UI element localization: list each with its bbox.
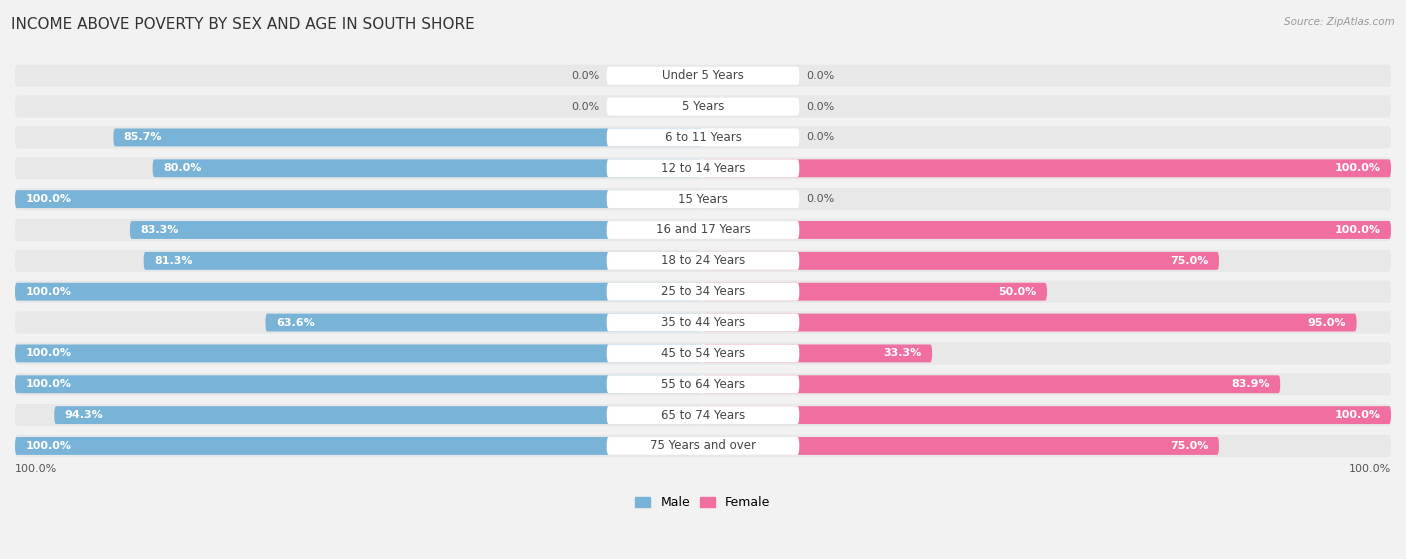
FancyBboxPatch shape [606,67,800,84]
Text: 83.3%: 83.3% [141,225,179,235]
Text: 100.0%: 100.0% [15,464,58,474]
FancyBboxPatch shape [606,437,800,455]
Text: 80.0%: 80.0% [163,163,201,173]
Text: Under 5 Years: Under 5 Years [662,69,744,82]
Text: 16 and 17 Years: 16 and 17 Years [655,224,751,236]
FancyBboxPatch shape [703,314,1357,331]
Text: 0.0%: 0.0% [572,102,600,112]
FancyBboxPatch shape [15,219,1391,241]
Text: 75.0%: 75.0% [1170,256,1209,266]
FancyBboxPatch shape [15,157,1391,179]
Text: 65 to 74 Years: 65 to 74 Years [661,409,745,421]
Text: 100.0%: 100.0% [1348,464,1391,474]
FancyBboxPatch shape [15,126,1391,149]
Text: 45 to 54 Years: 45 to 54 Years [661,347,745,360]
FancyBboxPatch shape [114,129,703,146]
Text: 18 to 24 Years: 18 to 24 Years [661,254,745,267]
Text: 100.0%: 100.0% [1334,225,1381,235]
FancyBboxPatch shape [15,250,1391,272]
Text: 83.9%: 83.9% [1232,379,1270,389]
Text: 12 to 14 Years: 12 to 14 Years [661,162,745,175]
Text: INCOME ABOVE POVERTY BY SEX AND AGE IN SOUTH SHORE: INCOME ABOVE POVERTY BY SEX AND AGE IN S… [11,17,475,32]
Text: 5 Years: 5 Years [682,100,724,113]
FancyBboxPatch shape [15,404,1391,426]
FancyBboxPatch shape [606,129,800,146]
FancyBboxPatch shape [606,190,800,208]
FancyBboxPatch shape [15,65,1391,87]
Text: 100.0%: 100.0% [25,287,72,297]
FancyBboxPatch shape [606,283,800,301]
FancyBboxPatch shape [15,373,1391,395]
Text: 63.6%: 63.6% [276,318,315,328]
FancyBboxPatch shape [15,283,703,301]
Text: 100.0%: 100.0% [1334,163,1381,173]
FancyBboxPatch shape [703,252,1219,270]
FancyBboxPatch shape [606,375,800,393]
FancyBboxPatch shape [15,375,703,393]
FancyBboxPatch shape [153,159,703,177]
FancyBboxPatch shape [55,406,703,424]
FancyBboxPatch shape [266,314,703,331]
FancyBboxPatch shape [703,344,932,362]
Text: 81.3%: 81.3% [155,256,193,266]
FancyBboxPatch shape [129,221,703,239]
Text: 0.0%: 0.0% [806,71,834,80]
Text: 0.0%: 0.0% [572,71,600,80]
Text: 100.0%: 100.0% [1334,410,1381,420]
FancyBboxPatch shape [606,314,800,331]
Text: 33.3%: 33.3% [883,348,922,358]
Text: 55 to 64 Years: 55 to 64 Years [661,378,745,391]
FancyBboxPatch shape [703,159,1391,177]
Text: 0.0%: 0.0% [806,102,834,112]
Text: 15 Years: 15 Years [678,193,728,206]
Text: Source: ZipAtlas.com: Source: ZipAtlas.com [1284,17,1395,27]
Text: 75 Years and over: 75 Years and over [650,439,756,452]
Text: 85.7%: 85.7% [124,132,162,143]
Text: 6 to 11 Years: 6 to 11 Years [665,131,741,144]
FancyBboxPatch shape [703,283,1047,301]
FancyBboxPatch shape [703,221,1391,239]
Text: 100.0%: 100.0% [25,379,72,389]
Legend: Male, Female: Male, Female [630,491,776,514]
FancyBboxPatch shape [15,311,1391,334]
Text: 100.0%: 100.0% [25,194,72,204]
FancyBboxPatch shape [703,375,1281,393]
Text: 94.3%: 94.3% [65,410,103,420]
Text: 75.0%: 75.0% [1170,441,1209,451]
Text: 0.0%: 0.0% [806,194,834,204]
Text: 25 to 34 Years: 25 to 34 Years [661,285,745,298]
FancyBboxPatch shape [15,437,703,455]
FancyBboxPatch shape [15,344,703,362]
Text: 50.0%: 50.0% [998,287,1036,297]
FancyBboxPatch shape [606,344,800,362]
Text: 100.0%: 100.0% [25,348,72,358]
FancyBboxPatch shape [606,252,800,270]
FancyBboxPatch shape [606,406,800,424]
FancyBboxPatch shape [143,252,703,270]
FancyBboxPatch shape [15,96,1391,118]
FancyBboxPatch shape [15,281,1391,303]
FancyBboxPatch shape [606,159,800,177]
FancyBboxPatch shape [15,190,703,208]
Text: 95.0%: 95.0% [1308,318,1347,328]
FancyBboxPatch shape [15,435,1391,457]
Text: 35 to 44 Years: 35 to 44 Years [661,316,745,329]
Text: 0.0%: 0.0% [806,132,834,143]
FancyBboxPatch shape [15,188,1391,210]
FancyBboxPatch shape [15,342,1391,364]
Text: 100.0%: 100.0% [25,441,72,451]
FancyBboxPatch shape [703,437,1219,455]
FancyBboxPatch shape [606,98,800,116]
FancyBboxPatch shape [606,221,800,239]
FancyBboxPatch shape [703,406,1391,424]
